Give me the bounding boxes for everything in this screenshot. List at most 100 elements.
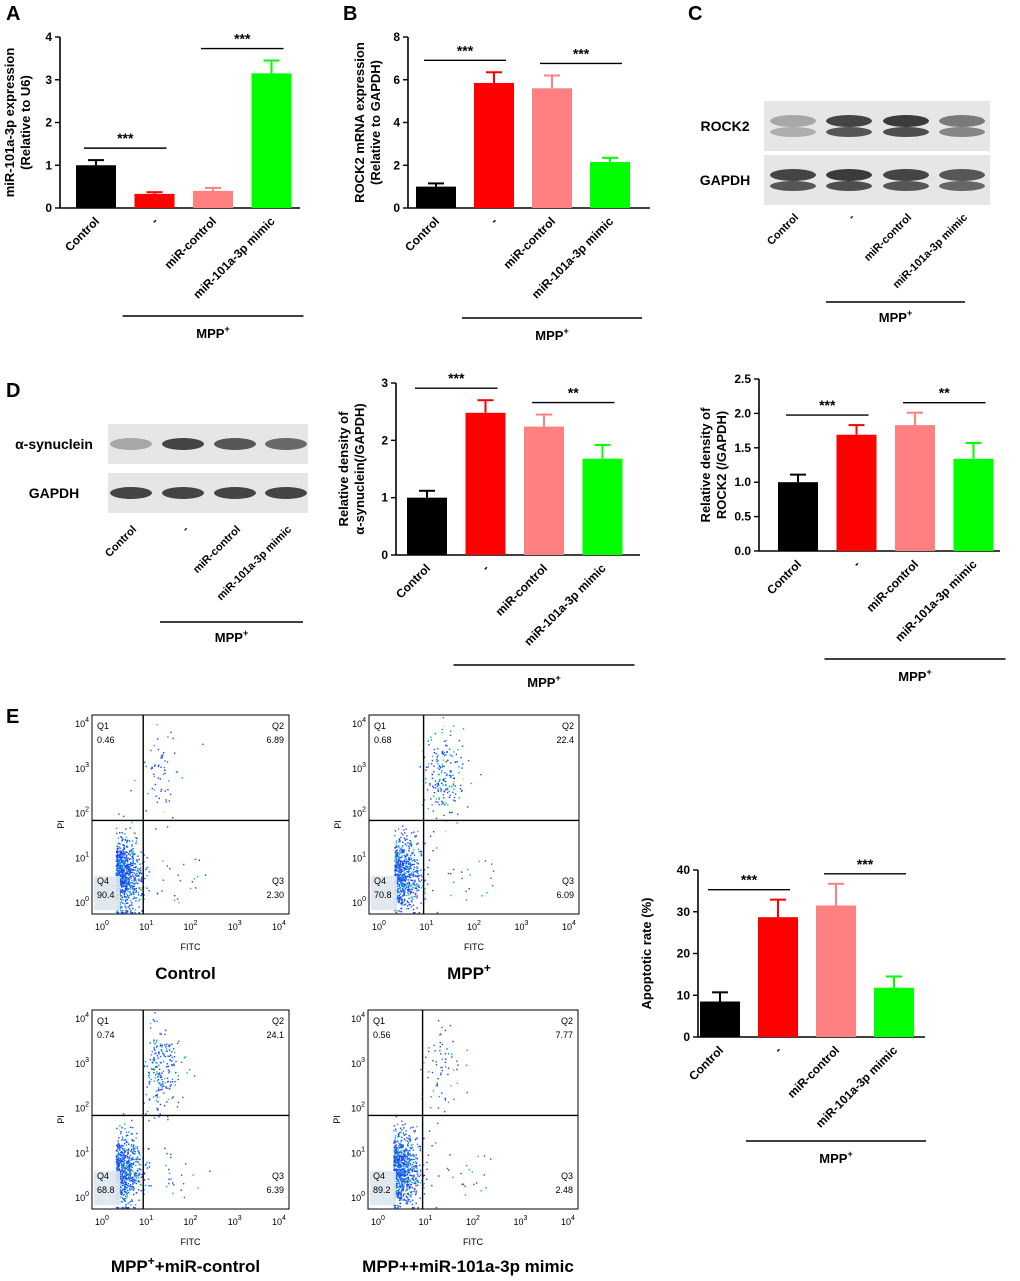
flow-event xyxy=(420,1068,422,1071)
x-tick-label: Control xyxy=(686,1043,726,1083)
flow-event xyxy=(122,1145,124,1147)
flow-event xyxy=(130,1177,132,1180)
flow-event xyxy=(396,1155,398,1158)
flow-event xyxy=(399,890,402,892)
flow-event xyxy=(119,874,121,877)
flow-event xyxy=(126,912,128,914)
y-tick-label: 10 xyxy=(677,988,691,1002)
flow-event xyxy=(448,1169,450,1171)
flow-event xyxy=(401,873,404,875)
flow-event xyxy=(398,884,401,886)
flow-event xyxy=(397,866,399,869)
flow-event xyxy=(396,1179,399,1181)
flow-event xyxy=(468,888,470,890)
flow-event xyxy=(115,911,118,913)
bar xyxy=(874,987,914,1037)
flow-event xyxy=(398,894,401,897)
x-tick-label: Control xyxy=(393,561,433,601)
flow-event xyxy=(467,759,470,762)
flow-event xyxy=(408,849,410,851)
flow-event xyxy=(450,776,452,779)
flow-event xyxy=(132,1148,135,1150)
flow-event xyxy=(133,1147,135,1149)
flow-event xyxy=(162,811,165,813)
flow-event xyxy=(407,1176,409,1179)
flow-event xyxy=(122,861,124,864)
flow-event xyxy=(401,902,404,904)
flow-event xyxy=(126,841,128,843)
flow-event xyxy=(395,850,397,852)
flow-event xyxy=(147,1178,150,1180)
flow-event xyxy=(406,860,408,862)
flow-event xyxy=(420,1171,422,1173)
flow-event xyxy=(127,1168,129,1170)
flow-event xyxy=(168,1055,171,1057)
flow-event xyxy=(399,840,401,843)
flow-event xyxy=(131,912,134,914)
flow-event xyxy=(118,1159,120,1161)
significance-label: *** xyxy=(448,370,465,386)
flow-event xyxy=(397,1149,400,1151)
flow-event xyxy=(400,1131,402,1133)
y-tick-label: 103 xyxy=(75,762,89,774)
flow-event xyxy=(409,1139,412,1141)
flow-event xyxy=(162,860,164,862)
flow-event xyxy=(430,1107,432,1109)
flow-event xyxy=(173,1063,175,1065)
flow-event xyxy=(415,835,417,837)
quadrant-value: 24.1 xyxy=(266,1030,284,1040)
flow-event xyxy=(115,874,118,876)
flow-event xyxy=(174,752,176,754)
flow-event xyxy=(396,898,398,901)
flow-event xyxy=(399,1171,401,1173)
flow-event xyxy=(131,844,133,846)
flow-event xyxy=(433,792,436,794)
flow-event xyxy=(116,867,119,869)
flow-event xyxy=(453,881,455,883)
flow-event xyxy=(445,830,447,833)
flow-event xyxy=(120,1151,123,1153)
flow-event xyxy=(426,789,429,791)
flow-event xyxy=(416,843,418,845)
flow-event xyxy=(123,846,125,849)
flow-event xyxy=(122,875,124,877)
flow-event xyxy=(395,1130,397,1132)
flow-event xyxy=(124,1162,126,1165)
flow-event xyxy=(125,872,128,875)
flow-event xyxy=(151,1061,154,1063)
flow-event xyxy=(413,1182,416,1184)
flow-event xyxy=(408,901,410,904)
flow-event xyxy=(116,858,118,860)
flow-event xyxy=(133,1127,135,1129)
flow-event xyxy=(484,860,487,862)
flow-event xyxy=(167,1072,170,1074)
flow-event xyxy=(400,1166,402,1168)
flow-event xyxy=(135,866,137,868)
flow-event xyxy=(131,1200,133,1203)
flow-event xyxy=(475,1182,478,1184)
flow-event xyxy=(133,1150,135,1152)
flow-event xyxy=(154,1043,156,1045)
flow-event xyxy=(169,867,171,870)
flow-event xyxy=(401,1129,403,1131)
flow-event xyxy=(121,900,123,902)
blot-band xyxy=(826,127,872,137)
flow-event xyxy=(396,863,398,865)
flow-event xyxy=(415,1202,417,1204)
flow-event xyxy=(174,1084,176,1086)
flow-event xyxy=(119,850,121,852)
flow-event xyxy=(396,849,398,851)
flow-event xyxy=(413,1179,415,1181)
flow-event xyxy=(117,1165,119,1168)
flow-event xyxy=(197,1187,199,1189)
flow-event xyxy=(396,1188,398,1190)
flow-event xyxy=(153,789,156,791)
flow-event xyxy=(133,883,135,885)
flow-event xyxy=(133,1187,135,1189)
flow-event xyxy=(157,738,159,740)
flow-event xyxy=(132,1133,134,1135)
flow-event xyxy=(480,1190,482,1192)
flow-event xyxy=(434,787,437,789)
flow-event xyxy=(159,1032,161,1035)
flow-event xyxy=(144,1164,147,1166)
